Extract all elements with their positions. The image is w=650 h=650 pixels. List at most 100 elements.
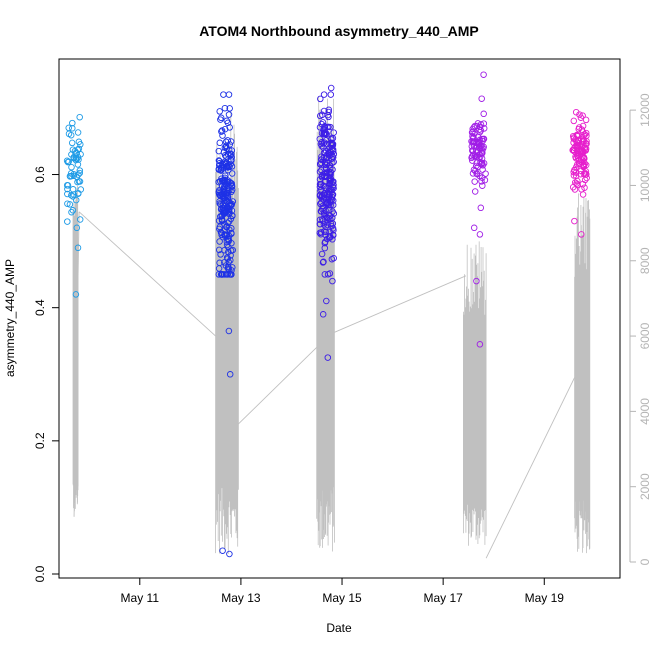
data-point bbox=[219, 160, 226, 167]
data-point bbox=[225, 206, 233, 214]
data-point bbox=[66, 201, 74, 208]
data-point bbox=[228, 267, 235, 274]
data-point bbox=[477, 158, 484, 166]
plot-area bbox=[58, 58, 621, 579]
data-point bbox=[223, 145, 230, 152]
depth-burst bbox=[215, 110, 239, 554]
data-point bbox=[574, 151, 582, 158]
data-point bbox=[69, 207, 77, 214]
data-point bbox=[216, 139, 224, 147]
chart-title: ATOM4 Northbound asymmetry_440_AMP bbox=[199, 23, 479, 39]
data-point bbox=[574, 181, 581, 189]
data-point bbox=[481, 176, 489, 184]
data-point bbox=[581, 176, 589, 184]
data-point bbox=[479, 182, 486, 189]
data-point bbox=[327, 84, 335, 92]
data-point bbox=[324, 111, 332, 119]
data-point bbox=[69, 186, 77, 193]
data-point bbox=[220, 91, 227, 98]
x-tick-label: May 13 bbox=[221, 591, 261, 605]
x-axis-label: Date bbox=[326, 621, 352, 635]
data-point bbox=[321, 139, 328, 146]
data-point bbox=[474, 163, 482, 171]
data-point bbox=[328, 139, 336, 147]
y2-tick-label: 2000 bbox=[638, 473, 650, 500]
data-point bbox=[324, 159, 331, 167]
y2-tick-label: 0 bbox=[638, 558, 650, 565]
data-point bbox=[329, 277, 336, 285]
data-point bbox=[75, 156, 82, 163]
data-point bbox=[469, 133, 476, 140]
data-point bbox=[480, 71, 487, 78]
data-point bbox=[328, 255, 336, 263]
depth-segment bbox=[235, 347, 318, 427]
data-point bbox=[221, 152, 229, 159]
data-point bbox=[476, 341, 484, 348]
data-point bbox=[573, 163, 580, 171]
data-point bbox=[329, 134, 337, 142]
data-point bbox=[578, 142, 585, 149]
data-point bbox=[321, 244, 329, 252]
x-axis: May 11 May 13 May 15 May 17 May 19 bbox=[121, 578, 565, 605]
x-tick-label: May 15 bbox=[322, 591, 362, 605]
data-point bbox=[76, 113, 83, 121]
y-axis-right: 0 2000 4000 6000 8000 10000 12000 bbox=[629, 93, 650, 565]
data-point bbox=[582, 116, 590, 124]
data-point bbox=[317, 159, 325, 167]
data-point bbox=[316, 176, 324, 183]
data-point bbox=[327, 177, 334, 185]
data-point bbox=[219, 132, 226, 139]
data-point bbox=[320, 258, 327, 266]
data-point bbox=[570, 117, 578, 125]
data-point bbox=[473, 153, 480, 160]
data-point bbox=[221, 174, 229, 182]
y2-tick-label: 12000 bbox=[638, 93, 650, 127]
data-point bbox=[573, 142, 581, 149]
data-point bbox=[578, 231, 585, 238]
data-point bbox=[477, 204, 485, 212]
data-point bbox=[320, 140, 327, 147]
data-point bbox=[576, 111, 583, 118]
data-point bbox=[317, 200, 324, 208]
data-point bbox=[74, 244, 82, 252]
data-point bbox=[329, 154, 337, 161]
data-point bbox=[222, 172, 229, 179]
data-point bbox=[319, 311, 327, 318]
data-point bbox=[316, 220, 324, 228]
data-point bbox=[63, 157, 71, 165]
data-point bbox=[475, 141, 482, 148]
data-point bbox=[74, 129, 82, 136]
data-point bbox=[574, 132, 581, 139]
data-point bbox=[571, 167, 578, 174]
data-point bbox=[65, 158, 72, 165]
depth-segment bbox=[485, 377, 576, 559]
data-point bbox=[569, 146, 576, 154]
data-point bbox=[218, 216, 226, 224]
data-point bbox=[325, 206, 333, 213]
y-axis-left: 0.0 0.2 0.4 0.6 bbox=[33, 166, 59, 582]
data-point bbox=[219, 233, 227, 241]
data-point bbox=[316, 183, 324, 191]
data-point bbox=[480, 110, 487, 118]
data-point bbox=[582, 140, 589, 147]
depth-burst bbox=[463, 241, 487, 546]
y2-tick-label: 8000 bbox=[638, 247, 650, 274]
data-point bbox=[473, 277, 480, 285]
x-tick-label: May 19 bbox=[525, 591, 565, 605]
data-point bbox=[579, 112, 586, 119]
data-point bbox=[216, 186, 223, 194]
data-point bbox=[71, 147, 79, 155]
data-point bbox=[75, 138, 83, 146]
data-point bbox=[469, 147, 477, 154]
data-point bbox=[222, 159, 230, 167]
data-point bbox=[221, 259, 228, 266]
data-point bbox=[321, 123, 328, 130]
data-point bbox=[319, 259, 327, 266]
data-point bbox=[226, 209, 233, 216]
data-point bbox=[215, 147, 223, 155]
data-point bbox=[74, 189, 82, 197]
data-point bbox=[66, 173, 74, 180]
data-point bbox=[579, 191, 587, 198]
data-point bbox=[329, 225, 337, 232]
data-point bbox=[323, 199, 330, 206]
